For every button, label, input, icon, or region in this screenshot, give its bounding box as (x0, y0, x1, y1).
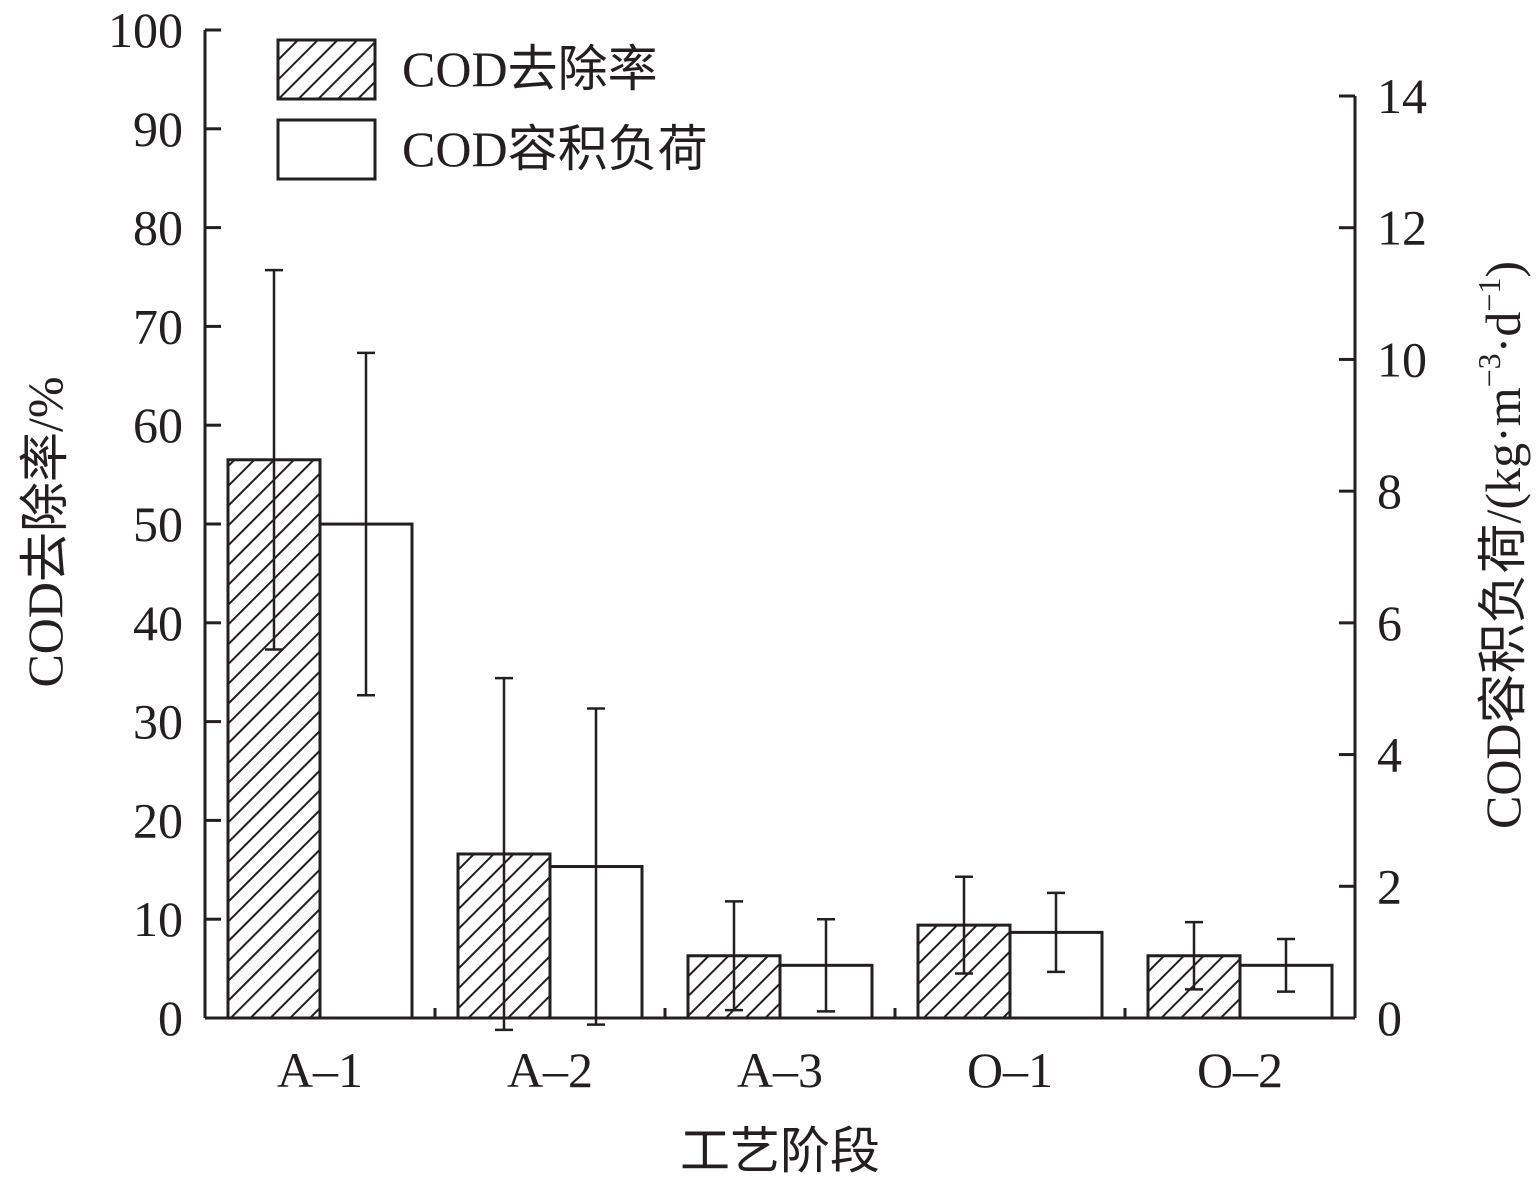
left-tick-label: 100 (108, 2, 183, 58)
legend-label-removal-rate: COD去除率 (402, 41, 658, 97)
right-axis-title-end: ) (1475, 261, 1531, 278)
bars (226, 458, 1334, 1020)
right-tick-label: 12 (1377, 200, 1427, 256)
category-label: O–1 (967, 1042, 1053, 1098)
right-tick-label: 8 (1377, 463, 1402, 519)
left-axis-title: COD去除率/% (17, 376, 73, 687)
left-tick-label: 30 (133, 694, 183, 750)
category-labels: A–1 A–2 A–3 O–1 O–2 (277, 1042, 1283, 1098)
x-axis-ticks (433, 1008, 1127, 1018)
left-tick-label: 20 (133, 792, 183, 848)
right-tick-label: 6 (1377, 595, 1402, 651)
category-label: O–2 (1197, 1042, 1283, 1098)
left-tick-label: 50 (133, 496, 183, 552)
left-tick-label: 70 (133, 298, 183, 354)
right-tick-label: 0 (1377, 990, 1402, 1046)
left-tick-label: 10 (133, 891, 183, 947)
right-axis-title-mid: ·d (1475, 312, 1531, 354)
right-axis-title: COD容积负荷/(kg·m−3·d−1) (1471, 261, 1531, 829)
right-tick-label: 2 (1377, 858, 1402, 914)
legend-swatch-volume-load (276, 118, 377, 181)
legend-swatch-removal-rate (276, 38, 377, 101)
category-label: A–2 (507, 1042, 593, 1098)
left-axis-ticks: 0 10 20 30 40 50 60 70 80 90 100 (108, 2, 221, 1046)
left-tick-label: 60 (133, 397, 183, 453)
x-axis-title: 工艺阶段 (680, 1123, 880, 1179)
right-axis-title-sup1: −3 (1471, 353, 1507, 387)
left-tick-label: 90 (133, 101, 183, 157)
legend: COD去除率 COD容积负荷 (276, 38, 708, 181)
right-tick-label: 10 (1377, 331, 1427, 387)
right-tick-label: 4 (1377, 727, 1402, 783)
right-axis-title-sup2: −1 (1471, 278, 1507, 312)
right-tick-label: 14 (1377, 68, 1427, 124)
category-label: A–3 (737, 1042, 823, 1098)
left-tick-label: 0 (158, 990, 183, 1046)
left-tick-label: 80 (133, 200, 183, 256)
left-tick-label: 40 (133, 595, 183, 651)
error-bars (265, 268, 1295, 1032)
legend-label-volume-load: COD容积负荷 (402, 121, 708, 177)
category-label: A–1 (277, 1042, 363, 1098)
right-axis-ticks: 0 2 4 6 8 10 12 14 (1339, 68, 1427, 1046)
right-axis-title-main: COD容积负荷/(kg·m (1475, 387, 1531, 829)
